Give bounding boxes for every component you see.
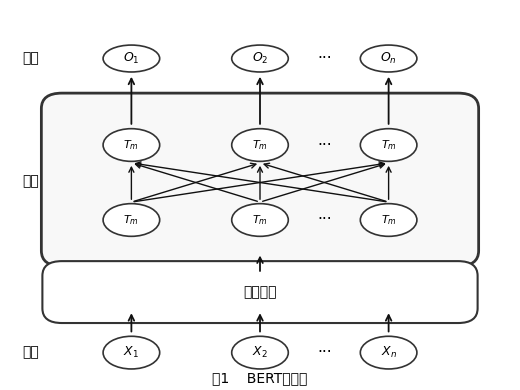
Ellipse shape [360,204,417,236]
Ellipse shape [232,45,288,72]
Text: 输入: 输入 [23,346,40,360]
Text: $X_2$: $X_2$ [252,345,268,360]
Text: 输出: 输出 [23,51,40,66]
Text: $X_n$: $X_n$ [381,345,397,360]
Text: $O_1$: $O_1$ [123,51,140,66]
Text: $T_{m}$: $T_{m}$ [381,213,397,227]
Text: $T_{m}$: $T_{m}$ [123,213,139,227]
Ellipse shape [103,45,160,72]
Text: 图1    BERT模型图: 图1 BERT模型图 [212,371,308,385]
Text: $T_{m}$: $T_{m}$ [252,213,268,227]
Text: 输入嵌入: 输入嵌入 [243,285,277,299]
Ellipse shape [360,45,417,72]
Ellipse shape [103,204,160,236]
Ellipse shape [360,129,417,161]
Text: $T_{m}$: $T_{m}$ [123,138,139,152]
Text: $X_1$: $X_1$ [123,345,139,360]
Text: ···: ··· [317,345,332,360]
Text: ···: ··· [317,213,332,227]
Ellipse shape [232,129,288,161]
Text: 转换: 转换 [23,175,40,188]
Text: ···: ··· [317,51,332,66]
Text: ···: ··· [317,138,332,152]
FancyBboxPatch shape [43,261,477,323]
Ellipse shape [360,336,417,369]
Ellipse shape [103,336,160,369]
Ellipse shape [103,129,160,161]
Text: $O_2$: $O_2$ [252,51,268,66]
Ellipse shape [232,204,288,236]
FancyBboxPatch shape [42,93,478,266]
Text: $T_{m}$: $T_{m}$ [252,138,268,152]
Text: $T_{m}$: $T_{m}$ [381,138,397,152]
Text: $O_n$: $O_n$ [380,51,397,66]
Ellipse shape [232,336,288,369]
